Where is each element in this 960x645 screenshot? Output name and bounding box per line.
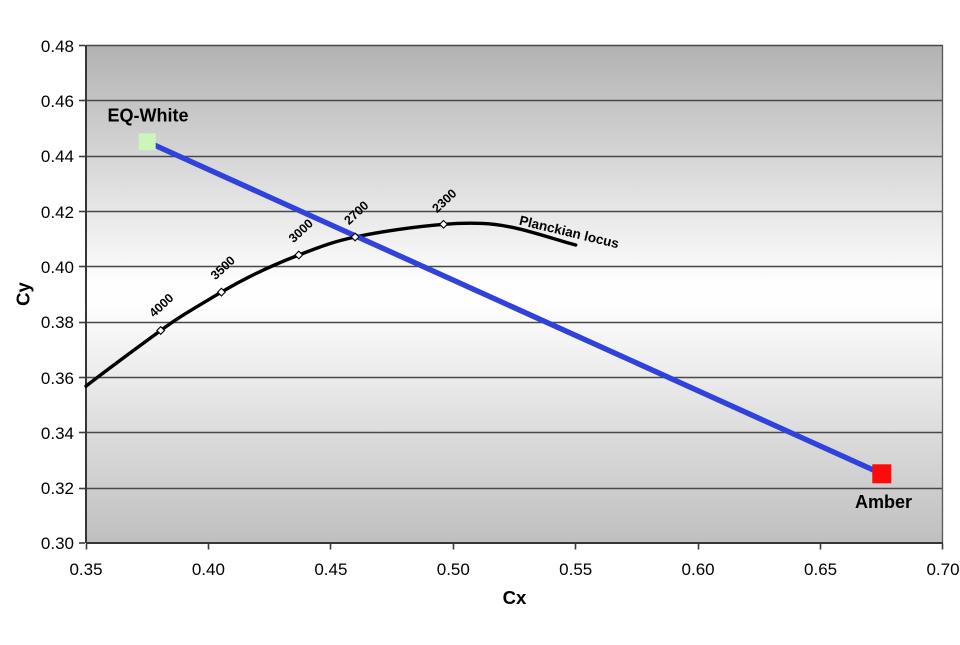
svg-text:0.34: 0.34 <box>41 424 74 443</box>
svg-text:0.45: 0.45 <box>314 560 347 579</box>
svg-text:Amber: Amber <box>855 492 912 512</box>
svg-text:0.36: 0.36 <box>41 369 74 388</box>
svg-text:0.32: 0.32 <box>41 479 74 498</box>
svg-text:Cy: Cy <box>13 281 34 305</box>
svg-text:0.46: 0.46 <box>41 92 74 111</box>
svg-text:0.30: 0.30 <box>41 534 74 553</box>
svg-text:0.40: 0.40 <box>41 258 74 277</box>
svg-text:EQ-White: EQ-White <box>108 106 189 126</box>
svg-text:0.48: 0.48 <box>41 37 74 56</box>
svg-text:0.65: 0.65 <box>804 560 837 579</box>
svg-text:0.35: 0.35 <box>69 560 102 579</box>
svg-text:0.44: 0.44 <box>41 147 74 166</box>
svg-text:0.70: 0.70 <box>926 560 959 579</box>
svg-text:0.40: 0.40 <box>192 560 225 579</box>
svg-text:0.38: 0.38 <box>41 313 74 332</box>
svg-text:0.50: 0.50 <box>437 560 470 579</box>
svg-text:Cx: Cx <box>503 587 527 608</box>
svg-text:0.55: 0.55 <box>559 560 592 579</box>
svg-text:0.60: 0.60 <box>682 560 715 579</box>
svg-text:0.42: 0.42 <box>41 203 74 222</box>
